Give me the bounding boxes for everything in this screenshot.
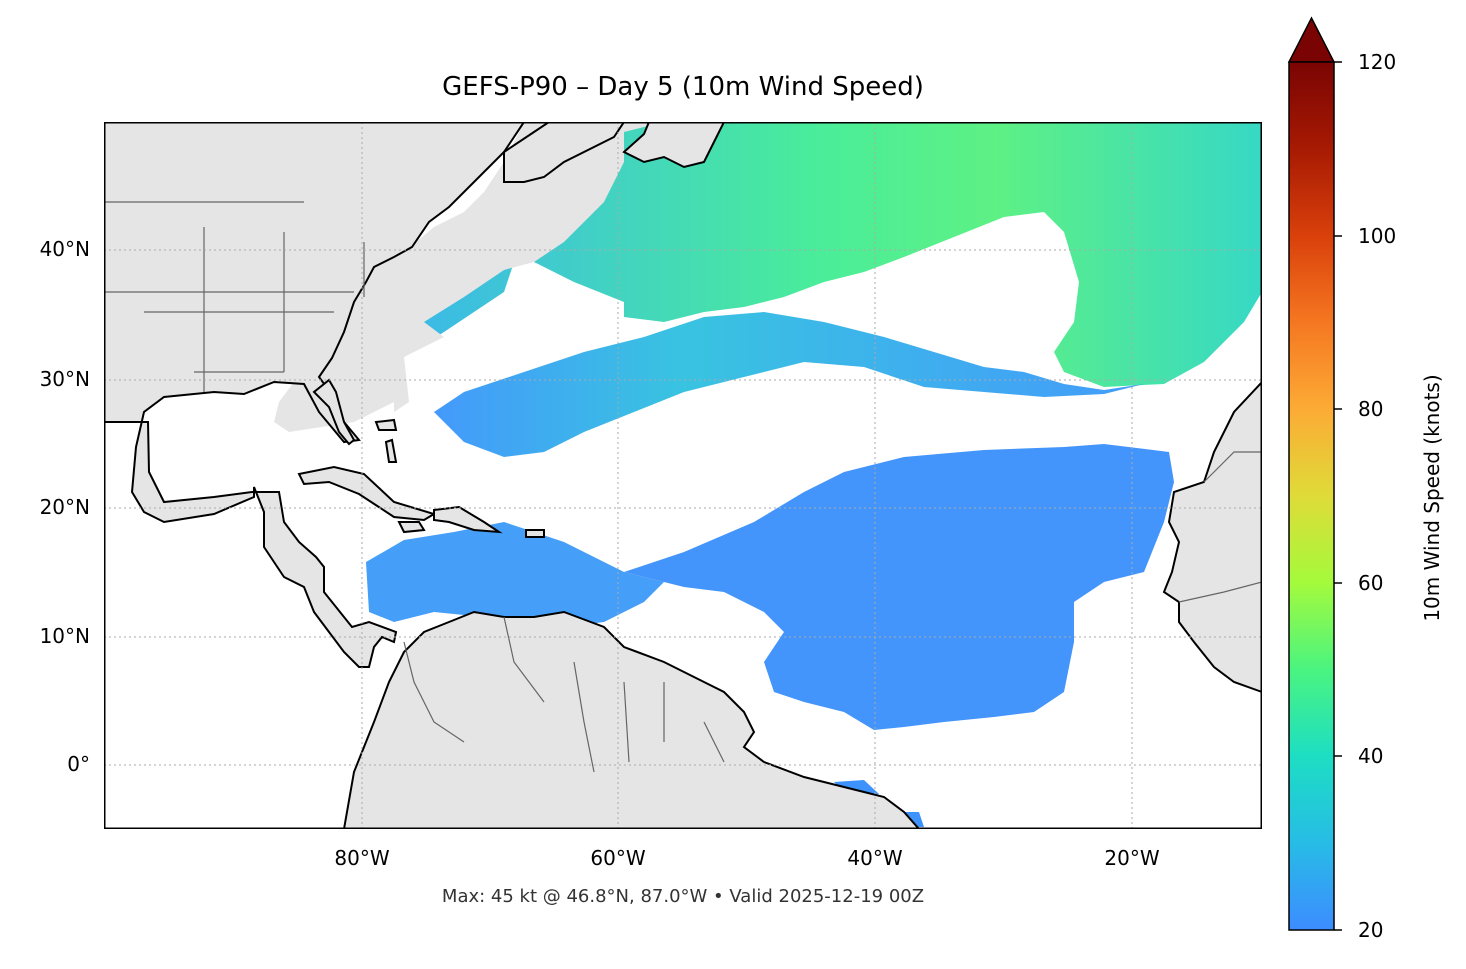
newfoundland [622,122,726,169]
colorbar-tick-label: 40 [1358,744,1384,768]
lon-tick-label: 40°W [847,846,903,870]
lon-tick-label: 60°W [590,846,646,870]
colorbar-tick-label: 20 [1358,918,1384,942]
colorbar-extend-arrow [1287,16,1336,63]
chart-title: GEFS-P90 – Day 5 (10m Wind Speed) [442,72,924,102]
wind-area-caribbean [366,522,664,627]
colorbar [1287,16,1342,931]
cuba [297,465,437,522]
colorbar-gradient [1288,61,1335,931]
north-america [104,122,1262,432]
west-africa [1162,380,1262,694]
lat-tick-label: 20°N [39,495,90,519]
gridlines [104,122,1262,829]
borders [104,201,1262,773]
hispaniola [433,505,503,534]
chart-subtitle: Max: 45 kt @ 46.8°N, 87.0°W • Valid 2025… [441,886,925,907]
lat-tick-label: 10°N [39,624,90,648]
colorbar-tick-label: 60 [1358,571,1384,595]
maritimes [503,122,626,183]
map-frame [104,122,1262,829]
usa-land [104,122,526,668]
colorbar-ticks [1334,61,1342,931]
colorbar-label: 10m Wind Speed (knots) [1420,374,1444,622]
bahamas [374,418,398,431]
map-plot [104,122,1262,829]
lon-tick-label: 80°W [334,846,390,870]
colorbar-tick-label: 120 [1358,50,1397,74]
lat-tick-label: 30°N [39,367,90,391]
bahamas-2 [384,438,398,463]
florida [312,378,356,446]
wind-area-tropical-atlantic [624,444,1174,730]
lat-tick-label: 0° [67,752,90,776]
jamaica [397,521,426,534]
puerto-rico [525,529,545,538]
colorbar-tick-label: 100 [1358,224,1397,248]
land [104,122,1262,829]
wind-area-central-band [434,312,1144,457]
south-america [342,610,921,829]
colorbar-tick-label: 80 [1358,397,1384,421]
lat-tick-label: 40°N [39,237,90,261]
lon-tick-label: 20°W [1104,846,1160,870]
